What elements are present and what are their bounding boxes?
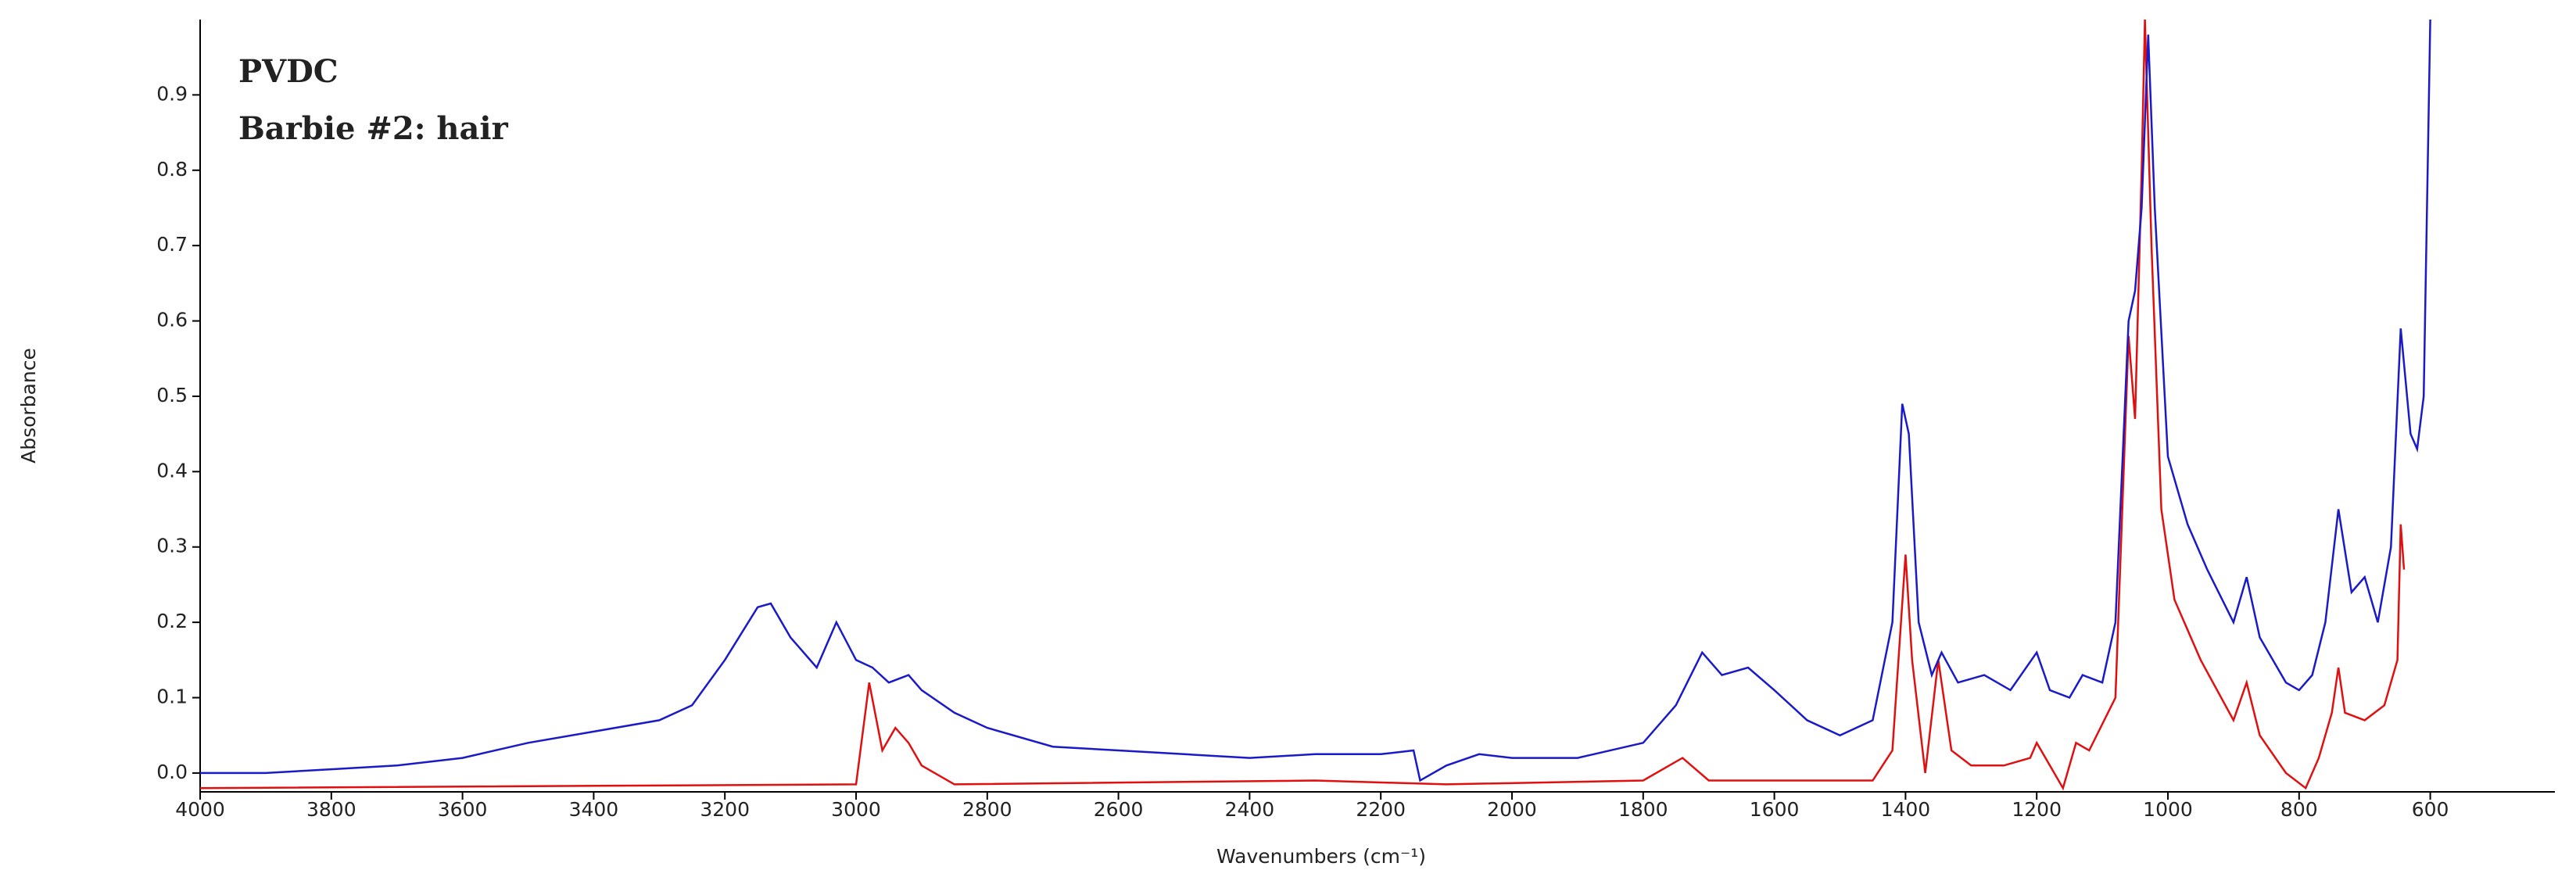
- x-tick-label: 2800: [962, 798, 1012, 821]
- x-tick-label: 1600: [1750, 798, 1800, 821]
- x-tick-label: 2600: [1094, 798, 1144, 821]
- y-tick-label: 0.8: [156, 158, 188, 181]
- legend-entry: Barbie #2: hair: [238, 110, 509, 147]
- x-tick-label: 4000: [175, 798, 225, 821]
- x-tick-label: 1800: [1618, 798, 1668, 821]
- x-tick-label: 3000: [831, 798, 881, 821]
- x-tick-label: 2400: [1225, 798, 1275, 821]
- x-tick-label: 1000: [2143, 798, 2193, 821]
- y-tick-label: 0.6: [156, 309, 188, 331]
- plot-area: [200, 20, 2431, 791]
- x-tick-label: 2200: [1356, 798, 1406, 821]
- x-tick-label: 3600: [438, 798, 488, 821]
- x-tick-label: 3800: [306, 798, 356, 821]
- series-line: [200, 20, 2431, 782]
- x-tick-label: 800: [2280, 798, 2318, 821]
- y-tick-label: 0.7: [156, 233, 188, 256]
- legend-entry: PVDC: [238, 53, 339, 90]
- x-tick-label: 600: [2412, 798, 2449, 821]
- y-tick-label: 0.5: [156, 384, 188, 406]
- y-axis-label: Absorbance: [17, 348, 40, 464]
- y-tick-label: 0.1: [156, 686, 188, 708]
- y-tick-label: 0.2: [156, 610, 188, 632]
- series-line: [200, 20, 2406, 791]
- x-tick-label: 3400: [569, 798, 619, 821]
- x-tick-label: 3200: [700, 798, 750, 821]
- x-tick-label: 1200: [2012, 798, 2062, 821]
- x-tick-label: 1400: [1881, 798, 1931, 821]
- y-tick-label: 0.3: [156, 535, 188, 557]
- x-tick-label: 2000: [1487, 798, 1537, 821]
- y-tick-label: 0.4: [156, 459, 188, 482]
- x-axis-label: Wavenumbers (cm⁻¹): [1216, 845, 1426, 868]
- y-tick-label: 0.9: [156, 82, 188, 105]
- y-tick-label: 0.0: [156, 761, 188, 783]
